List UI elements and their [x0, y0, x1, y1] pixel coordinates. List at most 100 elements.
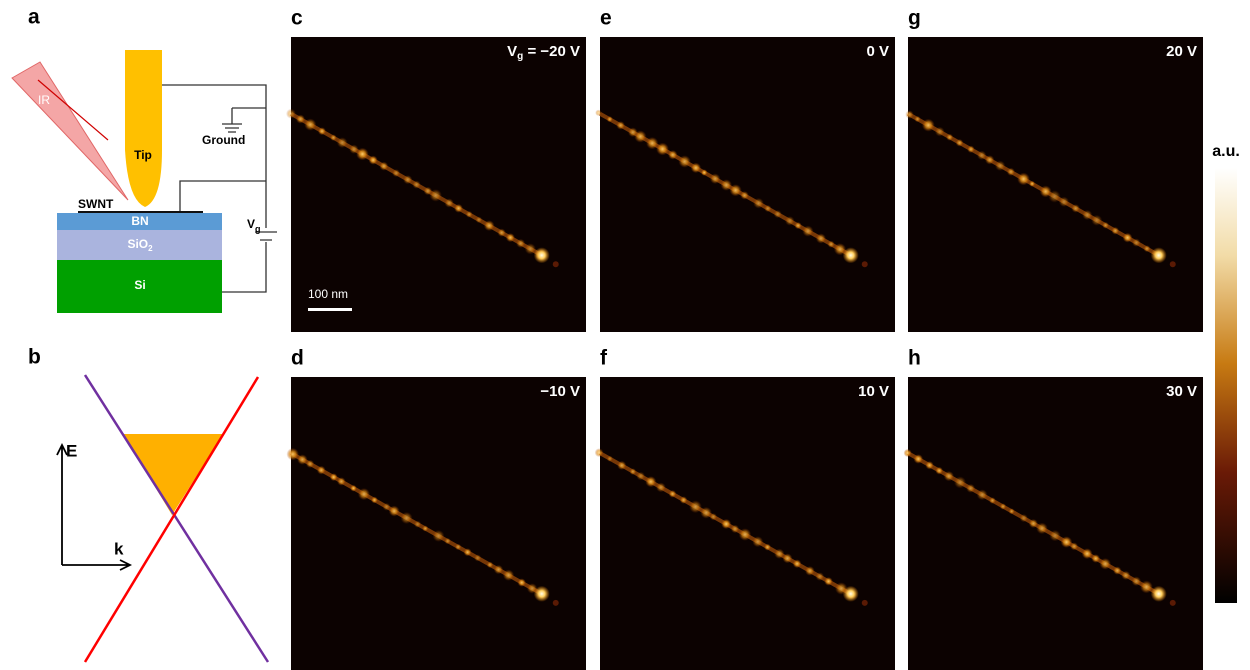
- signal-bead: [989, 497, 996, 504]
- tip-label: Tip: [134, 148, 152, 162]
- signal-bead: [329, 473, 338, 482]
- signal-bead: [286, 108, 296, 119]
- signal-bead: [432, 529, 445, 542]
- signal-bead: [337, 477, 346, 486]
- hot-spot: [1150, 247, 1167, 264]
- voltage-value: 20 V: [1166, 43, 1197, 60]
- signal-bead: [720, 179, 733, 191]
- signal-bead: [429, 189, 442, 202]
- signal-bead: [412, 180, 421, 189]
- signal-bead: [905, 110, 914, 119]
- signal-bead: [465, 210, 473, 218]
- signal-bead: [1091, 554, 1101, 563]
- voltage-value: 10 V: [858, 383, 889, 400]
- signal-bead: [379, 161, 389, 171]
- signal-bead: [463, 548, 472, 557]
- signal-bead: [721, 518, 732, 530]
- faint-spot: [552, 261, 559, 268]
- signal-bead: [1113, 566, 1122, 575]
- near-field-image: [908, 37, 1203, 332]
- signal-bead: [595, 109, 602, 117]
- panel-label: a: [28, 6, 40, 29]
- signal-bead: [1102, 221, 1109, 229]
- signal-bead: [764, 204, 772, 213]
- faint-spot: [861, 599, 868, 606]
- panel-label: d: [291, 347, 304, 370]
- signal-bead: [709, 173, 721, 184]
- signal-bead: [517, 578, 526, 587]
- signal-bead: [1121, 570, 1131, 580]
- signal-bead: [1111, 226, 1120, 235]
- signal-bead: [357, 488, 371, 501]
- gate-voltage: Vg = −20 V: [507, 43, 580, 62]
- signal-bead: [1008, 508, 1015, 515]
- panel-label: b: [28, 346, 41, 369]
- signal-bead: [400, 511, 413, 525]
- signal-bead: [1048, 190, 1061, 203]
- voltage-value: −10 V: [540, 383, 580, 400]
- colorbar-label: a.u.: [1212, 143, 1240, 160]
- hot-spot: [533, 247, 550, 264]
- signal-bead: [486, 561, 494, 569]
- image-panel: c Vg = −20 V 100 nm: [286, 7, 586, 332]
- signal-bead: [403, 175, 413, 185]
- tip: [125, 50, 162, 207]
- signal-bead: [999, 503, 1007, 510]
- ground-symbol: [222, 108, 242, 133]
- signal-bead: [1091, 214, 1103, 226]
- image-panel: f 10 V: [594, 347, 895, 670]
- signal-bead: [934, 126, 945, 137]
- signal-bead: [679, 496, 688, 504]
- signal-bead: [700, 169, 708, 176]
- near-field-image: [291, 377, 586, 670]
- signal-bead: [422, 525, 429, 532]
- ir-beam: [11, 61, 129, 201]
- image-panel: h 30 V: [903, 347, 1203, 670]
- sio2-text: SiO: [127, 237, 148, 251]
- signal-bead: [824, 577, 833, 586]
- signal-bead: [792, 559, 802, 569]
- signal-bead: [646, 137, 659, 150]
- signal-bead: [454, 543, 462, 551]
- faint-spot: [1169, 261, 1176, 268]
- faint-spot: [861, 261, 868, 268]
- voltage-value: 30 V: [1166, 383, 1197, 400]
- signal-bead: [1039, 185, 1052, 198]
- signal-bead: [827, 240, 835, 248]
- momentum-label: k: [114, 539, 124, 558]
- panel-a: a IR Tip Ground Vg SWNT BN SiO2 Si: [11, 6, 277, 313]
- near-field-image: [600, 377, 895, 670]
- signal-bead: [330, 134, 337, 141]
- signal-bead: [784, 216, 795, 226]
- gate-voltage: 10 V: [858, 383, 889, 400]
- gate-voltage: −10 V: [540, 383, 580, 400]
- voltage-value: = −20 V: [523, 43, 580, 60]
- signal-bead: [794, 221, 802, 230]
- signal-bead: [738, 528, 752, 541]
- scale-bar-label: 100 nm: [308, 287, 348, 301]
- wire: [179, 180, 266, 211]
- signal-bead: [1006, 167, 1015, 176]
- signal-bead: [656, 482, 666, 493]
- signal-bead: [502, 569, 515, 581]
- wire: [162, 84, 267, 293]
- axes: [56, 442, 133, 571]
- panel-label: c: [291, 7, 303, 30]
- signal-bead: [444, 198, 454, 208]
- signal-bead: [629, 468, 637, 475]
- band: [83, 374, 270, 663]
- gate-subscript: g: [255, 224, 261, 234]
- signal-bead: [984, 155, 995, 165]
- gate-voltage: 20 V: [1166, 43, 1197, 60]
- hot-spot: [842, 247, 859, 264]
- signal-bead: [913, 454, 924, 464]
- energy-label: E: [66, 441, 77, 460]
- signal-bead: [994, 160, 1006, 171]
- signal-bead: [336, 137, 348, 148]
- signal-bead: [483, 220, 495, 231]
- filled-states: [123, 434, 223, 515]
- signal-bead: [774, 548, 785, 559]
- signal-bead: [921, 118, 935, 132]
- signal-bead: [700, 506, 712, 519]
